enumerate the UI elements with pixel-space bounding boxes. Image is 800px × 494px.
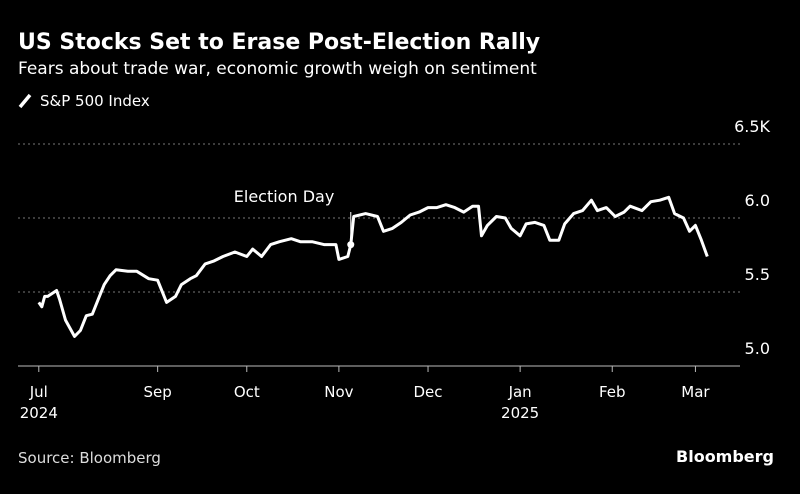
- chart-title: US Stocks Set to Erase Post-Election Ral…: [18, 30, 540, 55]
- annotation-marker: [347, 241, 355, 249]
- y-tick-label: 6.0: [745, 191, 770, 210]
- y-tick-label: 6.5K: [734, 117, 770, 136]
- x-tick-label: Sep: [144, 383, 172, 401]
- x-tick-label: Oct: [234, 383, 260, 401]
- x-tick-label: Dec: [414, 383, 443, 401]
- x-tick-label: Mar: [681, 383, 710, 401]
- x-tick-label: Nov: [324, 383, 353, 401]
- x-tick-label: Feb: [599, 383, 626, 401]
- source: Source: Bloomberg: [18, 449, 161, 467]
- y-tick-label: 5.0: [745, 339, 770, 358]
- legend-swatch: [18, 93, 32, 109]
- x-year-label: 2025: [501, 404, 539, 422]
- legend-label: S&P 500 Index: [40, 92, 150, 110]
- y-tick-label: 5.5: [745, 265, 770, 284]
- chart-subtitle: Fears about trade war, economic growth w…: [18, 59, 537, 79]
- x-tick-label: Jan: [508, 383, 532, 401]
- series-line: [37, 195, 709, 338]
- brand: Bloomberg: [676, 447, 774, 466]
- annotation-text: Election Day: [234, 187, 335, 206]
- x-tick-label: Jul: [29, 383, 48, 401]
- x-year-label: 2024: [20, 404, 58, 422]
